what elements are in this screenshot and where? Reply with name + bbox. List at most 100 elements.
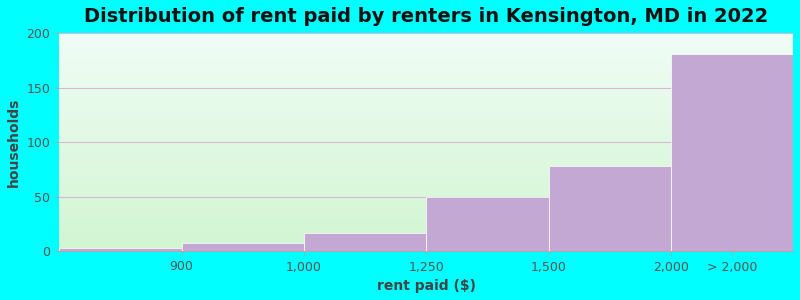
Bar	[59, 110, 793, 111]
Bar	[59, 217, 793, 218]
Bar	[59, 176, 793, 177]
Bar	[59, 134, 793, 135]
Bar	[59, 188, 793, 189]
Bar	[59, 233, 793, 234]
Bar	[59, 190, 793, 191]
Bar	[59, 191, 793, 192]
Bar	[59, 204, 793, 205]
Bar	[182, 243, 304, 251]
Bar	[59, 107, 793, 108]
Bar	[59, 52, 793, 53]
Bar	[59, 78, 793, 79]
Title: Distribution of rent paid by renters in Kensington, MD in 2022: Distribution of rent paid by renters in …	[84, 7, 768, 26]
Bar	[59, 50, 793, 51]
Bar	[59, 243, 793, 244]
Bar	[59, 37, 793, 38]
Bar	[59, 79, 793, 80]
Bar	[59, 81, 793, 82]
Bar	[59, 73, 793, 74]
Bar	[59, 178, 793, 179]
Bar	[59, 230, 793, 231]
Bar	[59, 214, 793, 215]
Bar	[59, 248, 793, 249]
Bar	[426, 197, 549, 251]
Bar	[59, 177, 793, 178]
Bar	[59, 77, 793, 78]
Bar	[59, 140, 793, 141]
Bar	[59, 68, 793, 69]
Bar	[59, 152, 793, 153]
Bar	[59, 179, 793, 180]
Bar	[59, 210, 793, 211]
Bar	[59, 198, 793, 199]
Bar	[59, 209, 793, 210]
Bar	[59, 62, 793, 63]
Bar	[59, 39, 793, 40]
Bar	[59, 144, 793, 145]
Bar	[59, 71, 793, 72]
Bar	[59, 119, 793, 120]
Bar	[59, 59, 793, 60]
Bar	[59, 91, 793, 92]
Bar	[59, 197, 793, 198]
Bar	[59, 145, 793, 146]
Bar	[59, 139, 793, 140]
Bar	[59, 205, 793, 206]
Bar	[59, 157, 793, 158]
Bar	[59, 105, 793, 106]
Bar	[59, 222, 793, 223]
Bar	[59, 51, 793, 52]
Bar	[59, 84, 793, 85]
Bar	[59, 164, 793, 165]
Bar	[59, 100, 793, 101]
Bar	[59, 206, 793, 207]
Bar	[59, 139, 793, 140]
Bar	[59, 208, 793, 209]
Bar	[59, 80, 793, 81]
Bar	[59, 223, 793, 224]
Bar	[59, 57, 793, 58]
Bar	[59, 243, 793, 244]
Bar	[59, 175, 793, 176]
Bar	[59, 165, 793, 166]
Y-axis label: households: households	[7, 98, 21, 187]
Bar	[59, 244, 793, 245]
Bar	[59, 228, 793, 229]
Bar	[59, 47, 793, 48]
Bar	[59, 69, 793, 70]
Bar	[59, 170, 793, 171]
Bar	[59, 97, 793, 98]
Bar	[59, 116, 793, 117]
Bar	[59, 250, 793, 251]
Bar	[59, 65, 793, 66]
Bar	[59, 160, 793, 161]
Bar	[59, 231, 793, 232]
Bar	[59, 183, 793, 184]
Bar	[59, 237, 793, 238]
Bar	[59, 168, 793, 169]
Bar	[59, 235, 793, 236]
Bar	[59, 121, 793, 122]
Bar	[59, 225, 793, 226]
Bar	[59, 248, 182, 251]
Bar	[59, 240, 793, 241]
Bar	[59, 247, 793, 248]
Bar	[59, 215, 793, 216]
Bar	[59, 184, 793, 185]
Bar	[59, 131, 793, 132]
Bar	[59, 126, 793, 127]
Bar	[59, 90, 793, 91]
Bar	[59, 196, 793, 197]
Bar	[59, 156, 793, 157]
Bar	[59, 56, 793, 57]
Bar	[59, 117, 793, 118]
Bar	[59, 55, 793, 56]
Bar	[59, 163, 793, 164]
Bar	[59, 64, 793, 65]
X-axis label: rent paid ($): rent paid ($)	[377, 279, 476, 293]
Bar	[59, 153, 793, 154]
Bar	[59, 142, 793, 143]
Bar	[59, 33, 793, 34]
Bar	[59, 216, 793, 217]
Bar	[59, 236, 793, 237]
